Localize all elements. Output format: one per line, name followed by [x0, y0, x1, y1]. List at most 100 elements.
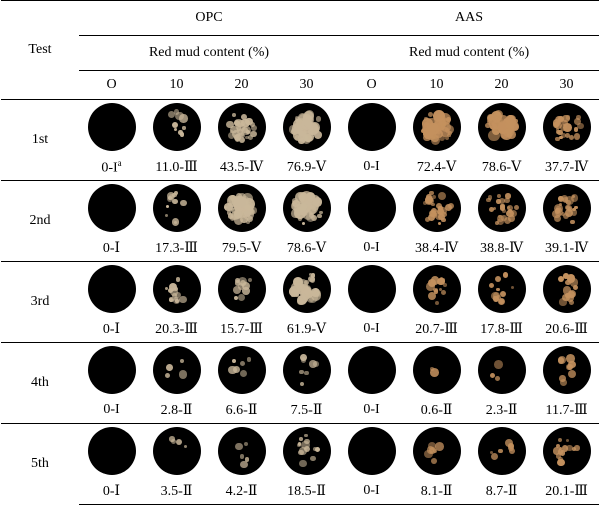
- coverage-value: 43.5-Ⅳ: [209, 154, 274, 181]
- stain-spot: [164, 287, 168, 291]
- coverage-value: 20.3-Ⅲ: [144, 316, 209, 343]
- coverage-value: 76.9-Ⅴ: [274, 154, 339, 181]
- stain-spot: [574, 205, 578, 209]
- coverage-value: 39.1-Ⅳ: [534, 235, 599, 262]
- specimen-image: [542, 346, 591, 394]
- header-row-2: Red mud content (%) Red mud content (%): [1, 35, 600, 71]
- stain-spot: [172, 293, 177, 299]
- stain-spot: [577, 122, 585, 130]
- stain-spot: [552, 209, 561, 219]
- stain-spot: [242, 287, 250, 295]
- specimen-image: [477, 265, 526, 313]
- stain-spot: [498, 448, 503, 453]
- specimen-image: [542, 103, 591, 151]
- specimen-cell: [339, 423, 405, 478]
- stain-spot: [428, 111, 434, 118]
- stain-spot: [308, 272, 313, 277]
- stain-spot: [441, 127, 451, 137]
- stain-spot: [165, 204, 169, 208]
- stain-spot: [301, 221, 305, 225]
- stain-spot: [567, 207, 573, 212]
- stain-spot: [224, 206, 228, 210]
- stain-spot: [425, 194, 432, 200]
- stain-spot: [498, 214, 502, 219]
- stain-spot: [231, 113, 236, 118]
- specimen-cell: [404, 261, 470, 316]
- stain-spot: [494, 119, 498, 123]
- stain-spot: [241, 281, 251, 291]
- stain-spot: [562, 212, 569, 219]
- stain-spot: [441, 217, 446, 222]
- footnote-mark: a: [117, 157, 122, 168]
- stain-spot: [233, 285, 242, 294]
- stain-spot: [514, 204, 520, 210]
- stain-spot: [555, 443, 561, 449]
- stain-spot: [486, 197, 491, 203]
- stain-spot: [575, 115, 581, 121]
- stain-spot: [488, 282, 494, 288]
- stain-spot: [428, 291, 437, 300]
- specimen-image: [87, 427, 136, 475]
- coverage-text: 0-Ⅰ: [102, 240, 121, 256]
- stain-spot: [243, 198, 255, 210]
- stain-spot: [495, 287, 500, 292]
- stain-spot: [247, 278, 252, 283]
- stain-spot: [314, 290, 322, 297]
- stain-spot: [447, 133, 451, 137]
- coverage-value: 20.1-Ⅲ: [534, 478, 600, 505]
- stain-spot: [303, 370, 309, 376]
- stain-spot: [504, 197, 510, 204]
- stain-spot: [240, 461, 248, 469]
- stain-spot: [314, 131, 322, 139]
- specimen-cell: [404, 99, 470, 154]
- stain-spot: [309, 455, 316, 462]
- specimen-image: [412, 427, 461, 475]
- stain-spot: [230, 207, 237, 214]
- coverage-text: 38.8-Ⅳ: [479, 240, 524, 256]
- coverage-value: 0-I: [339, 154, 404, 181]
- coverage-value: 3.5-Ⅱ: [144, 478, 209, 505]
- stain-spot: [233, 366, 241, 374]
- specimen-image: [542, 265, 591, 313]
- stain-spot: [180, 199, 187, 207]
- stain-spot: [442, 283, 447, 288]
- stain-spot: [234, 216, 244, 226]
- stain-spot: [555, 136, 560, 142]
- stain-spot: [182, 126, 186, 130]
- subheader-aas: Red mud content (%): [339, 35, 600, 71]
- stain-spot: [226, 120, 234, 129]
- value-row: 0-Ⅰ 17.3-Ⅲ 79.5-Ⅴ 78.6-Ⅴ 0-I 38.4-Ⅳ 38.8-Ⅳ 39.1…: [1, 235, 599, 262]
- col-header: 10: [429, 77, 444, 92]
- stain-spot: [487, 195, 493, 200]
- stain-spot: [179, 114, 188, 123]
- coverage-text: 38.4-Ⅳ: [414, 240, 459, 256]
- stain-spot: [227, 210, 232, 215]
- specimen-image: [282, 103, 331, 151]
- stain-spot: [508, 215, 515, 222]
- stain-spot: [248, 208, 255, 216]
- specimen-cell: [534, 180, 600, 235]
- stain-spot: [168, 282, 177, 291]
- stain-spot: [489, 450, 494, 455]
- stain-spot: [495, 295, 502, 301]
- stain-spot: [228, 365, 238, 375]
- coverage-text: 61.9-Ⅴ: [286, 321, 327, 337]
- stain-spot: [233, 118, 243, 128]
- stain-spot: [172, 198, 178, 205]
- stain-spot: [573, 127, 579, 132]
- coverage-value: 20.7-Ⅲ: [404, 316, 469, 343]
- stain-spot: [562, 114, 570, 123]
- coverage-text: 0-I: [363, 321, 380, 336]
- stain-spot: [426, 130, 436, 140]
- stain-spot: [299, 353, 307, 361]
- stain-spot: [431, 202, 435, 206]
- stain-spot: [510, 285, 515, 289]
- stain-spot: [232, 129, 241, 139]
- stain-spot: [179, 132, 185, 138]
- specimen-cell: [79, 180, 144, 235]
- stain-spot: [560, 195, 568, 203]
- stain-spot: [570, 194, 579, 203]
- specimen-cell: [469, 180, 535, 235]
- stain-spot: [168, 196, 173, 201]
- stain-spot: [306, 291, 318, 303]
